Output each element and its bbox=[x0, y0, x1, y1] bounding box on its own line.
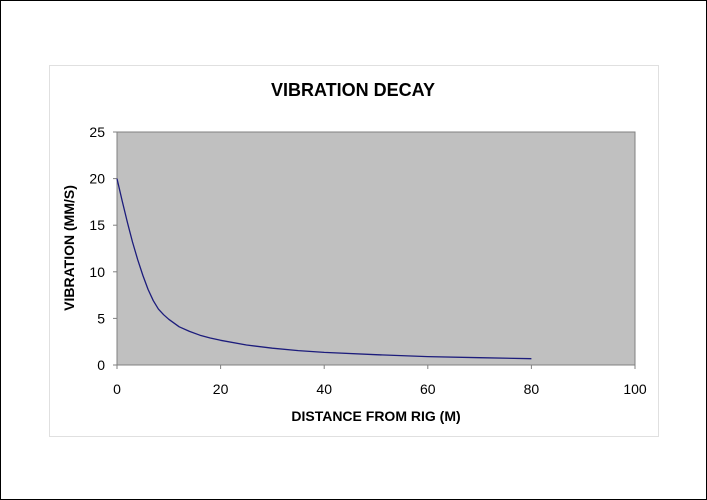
series-layer bbox=[116, 178, 532, 360]
x-tick-label: 0 bbox=[113, 381, 121, 397]
y-tick-label: 0 bbox=[97, 357, 105, 373]
y-tick-label: 15 bbox=[89, 217, 105, 233]
x-tick-label: 20 bbox=[213, 381, 229, 397]
y-tick-label: 25 bbox=[89, 124, 105, 140]
y-axis-title: VIBRATION (MM/S) bbox=[61, 185, 77, 311]
x-tick-label: 40 bbox=[316, 381, 332, 397]
chart-title: VIBRATION DECAY bbox=[271, 80, 435, 100]
series-line-0 bbox=[116, 178, 532, 360]
y-tick-label: 5 bbox=[97, 310, 105, 326]
chart-area: VIBRATION DECAY 0 5 10 15 20 25 0 20 40 60 80 100 … bbox=[49, 65, 659, 437]
x-tick-label: 100 bbox=[623, 381, 647, 397]
x-axis-title: DISTANCE FROM RIG (M) bbox=[291, 408, 460, 424]
x-tick-label: 80 bbox=[524, 381, 540, 397]
x-tick-label: 60 bbox=[420, 381, 436, 397]
y-tick-label: 10 bbox=[89, 264, 105, 280]
y-tick-label: 20 bbox=[89, 171, 105, 187]
plot-area bbox=[116, 131, 636, 366]
y-axis-ticks: 0 5 10 15 20 25 bbox=[89, 124, 117, 373]
x-axis-ticks: 0 20 40 60 80 100 bbox=[113, 365, 647, 397]
